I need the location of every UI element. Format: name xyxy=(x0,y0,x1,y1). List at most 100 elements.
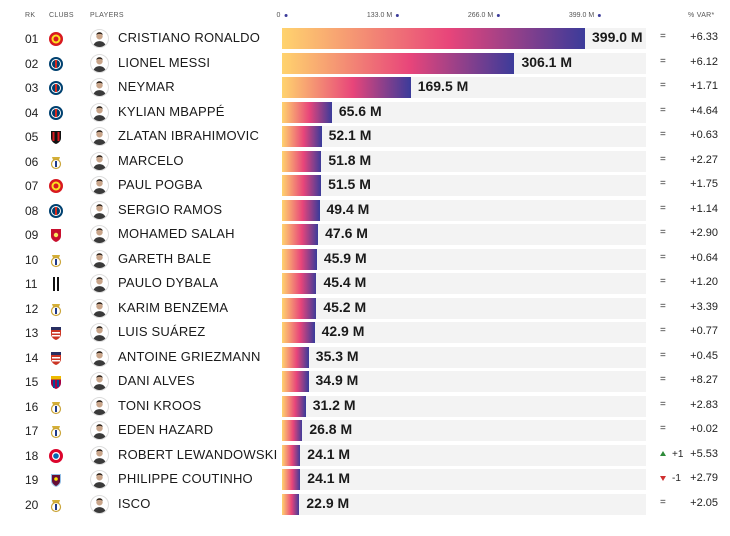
rank-change: = xyxy=(660,80,666,91)
value-label: 22.9 M xyxy=(306,494,350,511)
bar-track xyxy=(282,101,646,123)
rank-change: = xyxy=(660,227,666,238)
bar-track xyxy=(282,469,646,490)
value-label: 45.4 M xyxy=(323,274,367,290)
value-label: 45.9 M xyxy=(323,249,367,266)
table-row[interactable]: 08 SERGIO RAMOS 49.4 M = +1.14 xyxy=(0,199,730,223)
player-avatar xyxy=(90,347,109,367)
player-name: ANTOINE GRIEZMANN xyxy=(118,348,261,364)
player-avatar xyxy=(90,445,109,465)
table-row[interactable]: 01 CRISTIANO RONALDO 399.0 M = +6.33 xyxy=(0,27,730,51)
value-label: 45.2 M xyxy=(323,298,367,315)
table-row[interactable]: 20 ISCO 22.9 M = +2.05 xyxy=(0,493,730,517)
rank-label: 07 xyxy=(25,179,39,193)
player-avatar xyxy=(90,225,109,244)
value-label: 26.8 M xyxy=(309,421,353,437)
table-row[interactable]: 06 MARCELO 51.8 M = +2.27 xyxy=(0,150,730,174)
juventus-logo-icon xyxy=(48,276,64,292)
value-label: 169.5 M xyxy=(417,78,469,94)
rank-change: +1 xyxy=(660,449,683,460)
player-name: MOHAMED SALAH xyxy=(118,226,235,241)
table-row[interactable]: 12 KARIM BENZEMA 45.2 M = +3.39 xyxy=(0,297,730,321)
table-row[interactable]: 07 PAUL POGBA 51.5 M = +1.75 xyxy=(0,174,730,198)
table-row[interactable]: 15 DANI ALVES 34.9 M = +8.27 xyxy=(0,370,730,394)
arrow-down-icon xyxy=(660,475,666,481)
value-label: 51.5 M xyxy=(328,176,371,192)
x-tick-label: 399.0 M xyxy=(569,12,602,19)
player-name: PHILIPPE COUTINHO xyxy=(118,471,253,486)
table-row[interactable]: 13 LUIS SUÁREZ 42.9 M = +0.77 xyxy=(0,321,730,345)
table-row[interactable]: 19 PHILIPPE COUTINHO 24.1 M -1 +2.79 xyxy=(0,468,730,492)
tick-dot-icon xyxy=(598,13,602,17)
atletico-madrid-logo-icon xyxy=(48,350,64,366)
real-madrid-logo-icon xyxy=(48,301,64,317)
value-bar xyxy=(282,175,322,196)
rank-change: = xyxy=(660,31,666,42)
bar-track xyxy=(282,199,646,221)
variation-value: +0.77 xyxy=(690,325,718,337)
bar-track xyxy=(282,444,646,466)
player-name: KYLIAN MBAPPÉ xyxy=(118,103,225,119)
value-label: 306.1 M xyxy=(521,53,573,70)
table-row[interactable]: 02 LIONEL MESSI 306.1 M = +6.12 xyxy=(0,52,730,76)
table-row[interactable]: 17 EDEN HAZARD 26.8 M = +0.02 xyxy=(0,419,730,443)
table-row[interactable]: 14 ANTOINE GRIEZMANN 35.3 M = +0.45 xyxy=(0,346,730,370)
player-name: LUIS SUÁREZ xyxy=(118,324,206,339)
value-bar xyxy=(282,395,306,417)
bayern-munich-logo-icon xyxy=(48,448,64,464)
rank-label: 18 xyxy=(25,448,39,463)
value-label: 42.9 M xyxy=(321,323,365,339)
value-label: 65.6 M xyxy=(338,102,382,119)
value-bar xyxy=(282,52,515,74)
x-tick-label: 266.0 M xyxy=(468,12,501,19)
tick-dot-icon xyxy=(396,13,400,17)
player-avatar xyxy=(90,151,109,171)
value-bar xyxy=(282,248,317,270)
player-avatar xyxy=(90,470,109,489)
table-row[interactable]: 04 KYLIAN MBAPPÉ 65.6 M = +4.64 xyxy=(0,101,730,125)
player-name: KARIM BENZEMA xyxy=(118,299,229,315)
rank-label: 15 xyxy=(25,375,39,389)
rank-change: = xyxy=(660,300,666,312)
bar-track xyxy=(282,346,646,368)
variation-value: +2.27 xyxy=(690,153,718,166)
real-madrid-logo-icon xyxy=(48,497,64,513)
rank-change: = xyxy=(660,398,666,410)
player-avatar xyxy=(90,200,109,220)
rank-change: = xyxy=(660,496,666,508)
rank-change: = xyxy=(660,374,666,385)
player-name: GARETH BALE xyxy=(118,250,212,266)
value-label: 34.9 M xyxy=(315,372,359,388)
player-avatar xyxy=(90,298,109,318)
player-name: ISCO xyxy=(118,495,151,511)
table-row[interactable]: 16 TONI KROOS 31.2 M = +2.83 xyxy=(0,395,730,419)
rank-change: = xyxy=(660,251,666,263)
player-name: MARCELO xyxy=(118,152,184,168)
value-label: 24.1 M xyxy=(307,445,351,462)
value-label: 31.2 M xyxy=(312,396,356,413)
table-row[interactable]: 10 GARETH BALE 45.9 M = +0.64 xyxy=(0,248,730,272)
player-name: NEYMAR xyxy=(118,79,175,94)
table-row[interactable]: 09 MOHAMED SALAH 47.6 M = +2.90 xyxy=(0,223,730,247)
variation-value: +2.05 xyxy=(690,496,718,509)
table-row[interactable]: 11 PAULO DYBALA 45.4 M = +1.20 xyxy=(0,272,730,296)
table-row[interactable]: 03 NEYMAR 169.5 M = +1.71 xyxy=(0,76,730,100)
header-var: % VAR* xyxy=(688,12,715,19)
rank-label: 14 xyxy=(25,350,39,365)
table-row[interactable]: 18 ROBERT LEWANDOWSKI 24.1 M +1 +5.53 xyxy=(0,444,730,468)
player-name: TONI KROOS xyxy=(118,397,202,413)
liverpool-logo-icon xyxy=(48,227,64,243)
value-bar xyxy=(282,150,322,172)
tick-dot-icon xyxy=(497,13,501,17)
tick-dot-icon xyxy=(284,13,288,17)
player-avatar xyxy=(90,249,109,269)
bar-track xyxy=(282,175,646,196)
player-avatar xyxy=(90,323,109,342)
rank-label: 10 xyxy=(25,252,39,267)
value-bar xyxy=(282,224,319,245)
bar-track xyxy=(282,395,646,417)
rank-label: 06 xyxy=(25,154,39,169)
table-row[interactable]: 05 ZLATAN IBRAHIMOVIC 52.1 M = +0.63 xyxy=(0,125,730,149)
player-avatar xyxy=(90,372,109,391)
manchester-united-logo-icon xyxy=(48,31,64,47)
